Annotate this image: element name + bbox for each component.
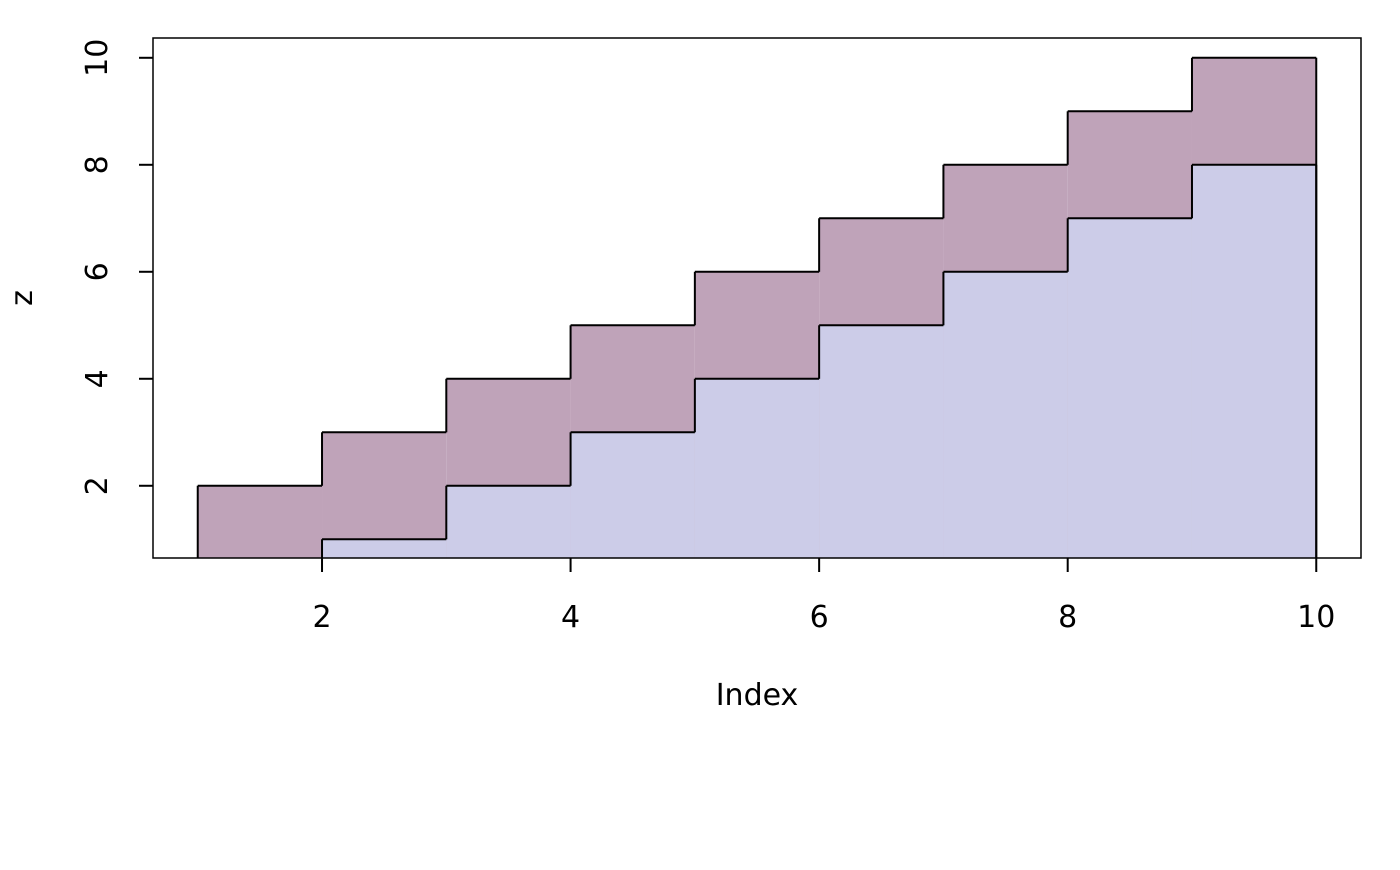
y-tick-label: 4 — [80, 369, 115, 388]
area-step — [322, 432, 447, 558]
area-step — [819, 325, 944, 558]
x-tick-label: 2 — [312, 600, 331, 635]
area-step — [446, 485, 571, 558]
area-step — [322, 539, 447, 558]
area-step — [197, 485, 323, 558]
plot-frame — [152, 37, 1362, 559]
area-step — [1191, 164, 1317, 558]
y-tick-label: 6 — [80, 262, 115, 281]
x-tick-label: 4 — [561, 600, 580, 635]
x-tick-label: 8 — [1058, 600, 1077, 635]
area-step — [570, 432, 695, 558]
y-axis-label: z — [5, 290, 40, 306]
x-tick-label: 10 — [1297, 600, 1335, 635]
x-tick-label: 6 — [810, 600, 829, 635]
y-tick-label: 8 — [80, 155, 115, 174]
area-step — [943, 271, 1068, 558]
x-axis-label: Index — [716, 678, 799, 713]
area-step — [1067, 218, 1192, 558]
y-tick-label: 2 — [80, 476, 115, 495]
y-tick-label: 10 — [80, 39, 115, 77]
area-step — [694, 378, 820, 558]
